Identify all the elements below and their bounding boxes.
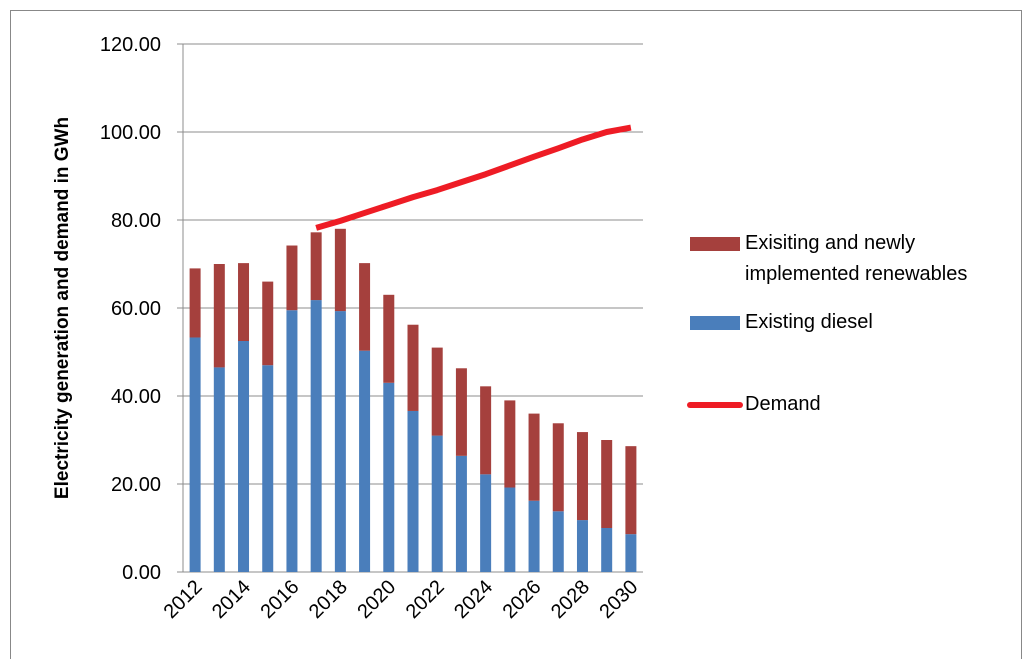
bar-segment [189, 337, 201, 572]
bar-segment [310, 232, 322, 301]
legend-swatch [690, 316, 740, 330]
bar-segment [528, 500, 540, 572]
bar-segment [407, 410, 419, 572]
bar-segment [286, 245, 298, 311]
bar-segment [455, 455, 467, 572]
y-tick-label: 100.00 [100, 122, 161, 144]
bar-segment [359, 350, 371, 572]
bar-segment [286, 310, 298, 572]
bar-segment [576, 520, 588, 572]
bar-segment [431, 435, 443, 572]
bar-segment [383, 294, 395, 383]
bar-segment [213, 367, 225, 572]
y-tick-label: 120.00 [100, 34, 161, 56]
legend-label: Exisiting and newly implemented renewabl… [745, 232, 968, 285]
legend-label: Existing diesel [745, 311, 873, 333]
bar-segment [528, 413, 540, 501]
bar-segment [504, 400, 516, 488]
bar-segment [455, 368, 467, 456]
bar-segment [504, 487, 516, 572]
y-axis-label: Electricity generation and demand in GWh [52, 117, 73, 499]
y-tick-label: 40.00 [111, 386, 161, 408]
bar-segment [213, 264, 225, 368]
bar-segment [334, 311, 346, 572]
y-tick-label: 20.00 [111, 474, 161, 496]
bar-segment [383, 382, 395, 572]
bar-segment [310, 300, 322, 572]
bar-segment [625, 446, 637, 535]
bar-segment [576, 432, 588, 521]
bar-segment [431, 347, 443, 436]
bar-segment [552, 423, 564, 512]
legend-label: Demand [745, 393, 821, 415]
y-tick-label: 0.00 [122, 562, 161, 584]
bar-segment [238, 341, 250, 572]
y-tick-label: 60.00 [111, 298, 161, 320]
bar-segment [625, 534, 637, 572]
bar-segment [552, 511, 564, 572]
bar-segment [601, 528, 613, 572]
bar-segment [407, 324, 419, 411]
bar-segment [601, 440, 613, 528]
bar-segment [238, 263, 250, 341]
y-tick-label: 80.00 [111, 210, 161, 232]
bar-segment [262, 281, 274, 366]
bar-segment [189, 268, 201, 338]
line-series [315, 124, 632, 231]
chart-border [10, 10, 1022, 659]
bar-segment [480, 386, 492, 475]
bar-segment [480, 474, 492, 572]
legend-swatch [690, 237, 740, 251]
bar-segment [262, 365, 274, 572]
bar-segment [334, 228, 346, 312]
bar-segment [359, 263, 371, 351]
